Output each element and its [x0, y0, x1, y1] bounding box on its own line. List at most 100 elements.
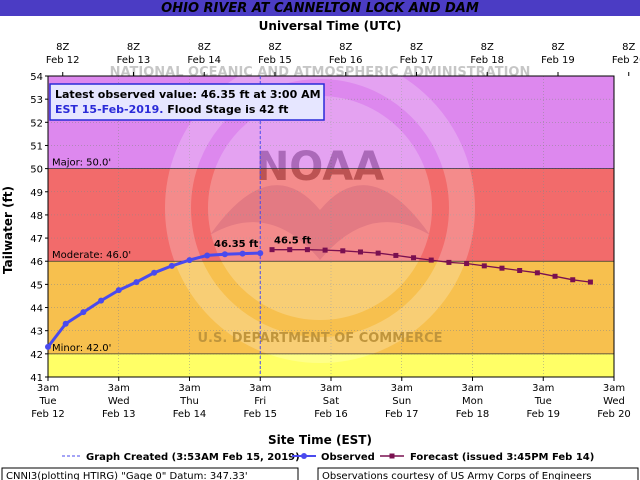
forecast-point [375, 250, 381, 256]
observed-point [115, 287, 122, 294]
forecast-point [411, 255, 417, 261]
top-tick-label: 8Z [127, 42, 140, 53]
forecast-point [287, 247, 293, 253]
flood-line-label: Moderate: 46.0' [52, 250, 131, 261]
y-tick-label: 52 [30, 118, 43, 129]
bottom-tick-label: 3am [603, 383, 625, 394]
observed-point [221, 251, 228, 258]
top-tick-label: 8Z [551, 42, 564, 53]
y-tick-label: 41 [30, 373, 43, 384]
top-tick-date: Feb 19 [541, 55, 575, 66]
flood-line-label: Major: 50.0' [52, 158, 111, 169]
footer-left-text: CNNI3(plotting HTIRG) "Gage 0" Datum: 34… [6, 471, 248, 480]
forecast-point [446, 259, 452, 265]
latest-observed-line2: EST 15-Feb-2019. Flood Stage is 42 ft [55, 103, 288, 116]
bottom-tick-label: Feb 13 [102, 409, 136, 420]
forecast-point [340, 248, 346, 254]
forecast-point [357, 249, 363, 255]
footer-right-text: Observations courtesy of US Army Corps o… [322, 471, 592, 480]
top-tick-date: Feb 17 [400, 55, 434, 66]
bottom-tick-label: Feb 17 [385, 409, 419, 420]
plot-frame [47, 75, 615, 378]
y-tick-label: 46 [30, 257, 43, 268]
top-tick-date: Feb 20 [612, 55, 640, 66]
y-tick-label: 42 [30, 350, 43, 361]
bottom-tick-label: 3am [461, 383, 483, 394]
top-tick-label: 8Z [339, 42, 352, 53]
top-tick-date: Feb 16 [329, 55, 363, 66]
latest-observed-line1: Latest observed value: 46.35 ft at 3:00 … [55, 88, 321, 101]
legend-created-label: Graph Created (3:53AM Feb 15, 2019) [86, 452, 300, 463]
bottom-tick-label: 3am [320, 383, 342, 394]
series-point-label-1: 46.5 ft [274, 236, 312, 247]
watermark-bottom-text: U.S. DEPARTMENT OF COMMERCE [197, 331, 442, 346]
top-tick-label: 8Z [410, 42, 423, 53]
forecast-point [269, 247, 275, 253]
bottom-tick-label: Feb 18 [456, 409, 490, 420]
legend-forecast-marker [389, 453, 395, 459]
top-axis-label: Universal Time (UTC) [259, 19, 402, 33]
y-tick-label: 48 [30, 211, 43, 222]
observed-point [186, 257, 193, 264]
top-tick-date: Feb 13 [117, 55, 151, 66]
forecast-point [499, 265, 505, 271]
observed-point [168, 262, 175, 269]
legend-forecast-label: Forecast (issued 3:45PM Feb 14) [410, 452, 594, 463]
bottom-tick-label: Mon [462, 396, 483, 407]
top-tick-label: 8Z [622, 42, 635, 53]
top-tick-label: 8Z [481, 42, 494, 53]
top-tick-date: Feb 14 [187, 55, 221, 66]
noaa-seal-inner [208, 96, 432, 320]
title-banner [0, 0, 640, 16]
forecast-point [304, 247, 310, 253]
observed-point [62, 320, 69, 327]
y-tick-label: 45 [30, 280, 43, 291]
legend-observed-marker [301, 453, 307, 459]
forecast-point [393, 252, 399, 258]
forecast-point [552, 273, 558, 279]
forecast-point [464, 261, 470, 267]
bottom-tick-label: Sat [323, 396, 339, 407]
observed-point [257, 250, 264, 257]
y-tick-label: 51 [30, 141, 43, 152]
forecast-point [428, 257, 434, 263]
bottom-tick-label: Feb 16 [314, 409, 348, 420]
bottom-tick-label: Tue [534, 396, 552, 407]
chart-title: OHIO RIVER AT CANNELTON LOCK AND DAM [161, 1, 479, 16]
flood-stage-note: Flood Stage is 42 ft [163, 103, 288, 116]
bottom-tick-label: Feb 14 [173, 409, 207, 420]
bottom-tick-label: Wed [603, 396, 625, 407]
observed-point [133, 279, 140, 286]
flood-line-label: Minor: 42.0' [52, 343, 111, 354]
forecast-point [322, 247, 328, 253]
series-point-label-0: 46.35 ft [214, 239, 258, 250]
bottom-tick-label: Sun [392, 396, 411, 407]
bottom-tick-label: Feb 15 [243, 409, 277, 420]
bottom-tick-label: 3am [249, 383, 271, 394]
bottom-tick-label: 3am [108, 383, 130, 394]
footer-right-box [317, 467, 639, 480]
bottom-tick-label: Feb 20 [597, 409, 631, 420]
observed-point [239, 250, 246, 257]
y-tick-label: 44 [30, 304, 43, 315]
watermark-ring-text: NATIONAL OCEANIC AND ATMOSPHERIC ADMINIS… [110, 65, 531, 80]
latest-observed-box [49, 83, 325, 121]
bottom-tick-label: Tue [38, 396, 56, 407]
y-tick-label: 47 [30, 234, 43, 245]
noaa-seal-icon [165, 53, 475, 363]
bottom-tick-label: Wed [108, 396, 130, 407]
top-tick-label: 8Z [268, 42, 281, 53]
footer-left-box [1, 467, 299, 480]
legend-observed-label: Observed [321, 452, 375, 463]
y-tick-label: 49 [30, 188, 43, 199]
bottom-tick-label: Feb 12 [31, 409, 65, 420]
y-tick-label: 50 [30, 165, 43, 176]
legend: Graph Created (3:53AM Feb 15, 2019) Obse… [62, 452, 594, 463]
forecast-point [481, 263, 487, 269]
observed-point [98, 297, 105, 304]
bottom-tick-label: 3am [391, 383, 413, 394]
top-tick-label: 8Z [56, 42, 69, 53]
latest-observed-date: EST 15-Feb-2019. [55, 103, 163, 116]
noaa-bird-icon [210, 185, 430, 260]
forecast-point [570, 277, 576, 283]
